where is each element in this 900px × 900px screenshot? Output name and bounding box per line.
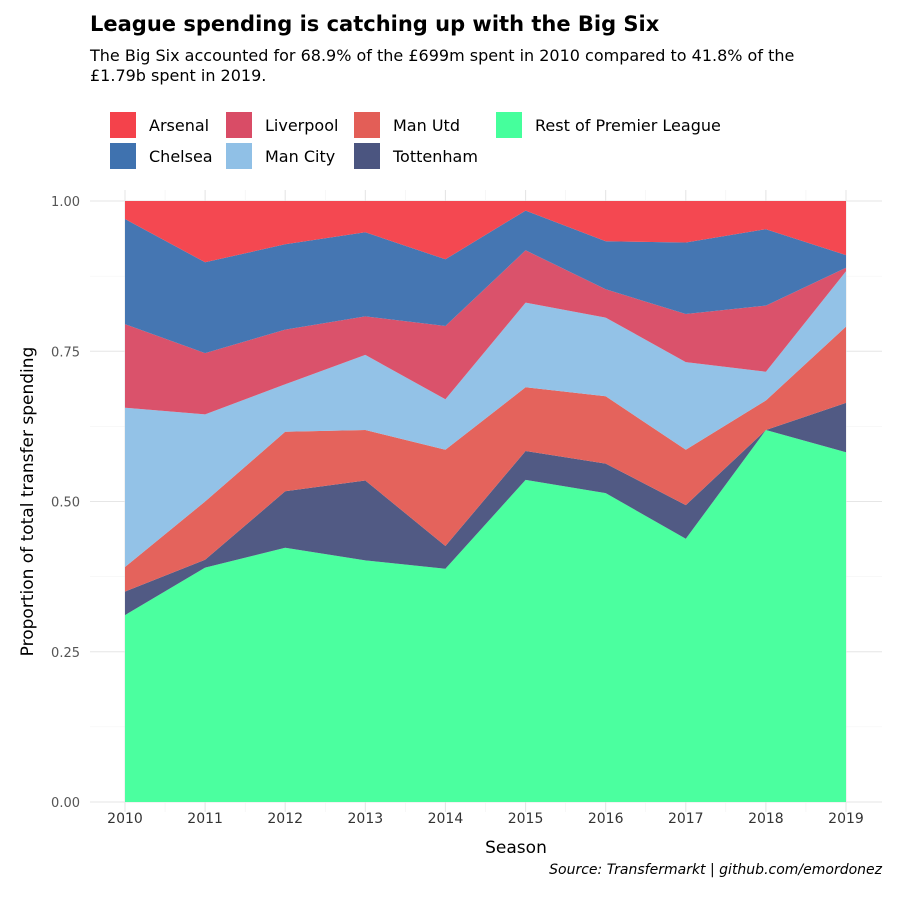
y-tick-label: 0.75 <box>51 345 80 360</box>
area-series-man-city <box>125 271 846 567</box>
legend: Arsenal Chelsea Liverpool Man City Man Utd To… <box>110 111 790 171</box>
legend-swatch <box>110 143 136 169</box>
legend-item-man-city: Man City <box>226 142 335 170</box>
legend-label: Liverpool <box>265 115 339 135</box>
x-tick-label: 2010 <box>107 811 143 827</box>
area-series-liverpool <box>125 250 846 415</box>
x-tick-label: 2012 <box>267 811 303 827</box>
x-tick-label: 2015 <box>508 811 544 827</box>
area-series-tottenham <box>125 402 846 616</box>
area-series-chelsea <box>125 210 846 354</box>
area-series-rest-of-premier-league <box>125 430 846 802</box>
legend-label: Rest of Premier League <box>535 115 721 135</box>
x-tick-label: 2011 <box>187 811 223 827</box>
legend-swatch <box>110 112 136 138</box>
legend-swatch <box>226 143 252 169</box>
legend-item-liverpool: Liverpool <box>226 111 338 139</box>
legend-swatch <box>496 112 522 138</box>
y-tick-label: 0.25 <box>51 646 80 661</box>
x-tick-label: 2017 <box>668 811 704 827</box>
area-series-arsenal <box>125 201 846 263</box>
legend-label: Arsenal <box>149 115 210 135</box>
legend-item-rest-of-premier-league: Rest of Premier League <box>496 111 721 139</box>
y-tick-label: 0.50 <box>51 496 80 511</box>
legend-label: Man Utd <box>393 115 460 135</box>
legend-swatch <box>226 112 252 138</box>
legend-label: Chelsea <box>149 146 213 166</box>
legend-item-chelsea: Chelsea <box>110 142 213 170</box>
x-axis-title: Season <box>485 838 547 858</box>
legend-label: Man City <box>265 146 336 166</box>
legend-label: Tottenham <box>393 146 478 166</box>
legend-item-arsenal: Arsenal <box>110 111 209 139</box>
legend-item-tottenham: Tottenham <box>354 142 478 170</box>
y-tick-label: 0.00 <box>51 796 80 811</box>
chart-title: League spending is catching up with the … <box>90 12 660 36</box>
legend-swatch <box>354 143 380 169</box>
x-tick-label: 2018 <box>748 811 784 827</box>
y-tick-label: 1.00 <box>51 195 80 210</box>
legend-item-man-utd: Man Utd <box>354 111 460 139</box>
x-tick-label: 2014 <box>428 811 464 827</box>
legend-swatch <box>354 112 380 138</box>
chart-subtitle: The Big Six accounted for 68.9% of the £… <box>90 46 795 85</box>
y-axis-title: Proportion of total transfer spending <box>18 347 38 657</box>
area-series-man-utd <box>125 326 846 592</box>
x-tick-label: 2016 <box>588 811 624 827</box>
x-tick-label: 2019 <box>828 811 864 827</box>
source-caption: Source: Transfermarkt | github.com/emord… <box>549 862 882 878</box>
x-tick-label: 2013 <box>348 811 384 827</box>
